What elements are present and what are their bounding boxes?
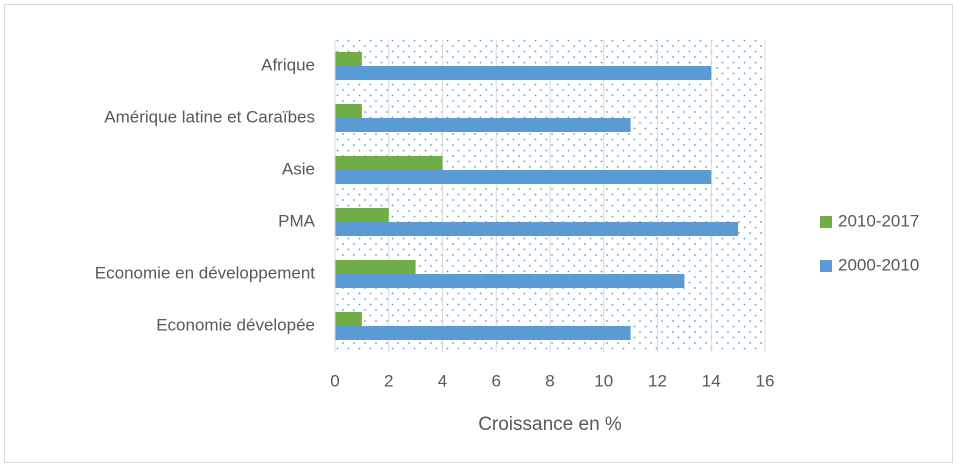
- x-tick-label: 6: [492, 371, 501, 390]
- legend-label: 2010-2017: [838, 211, 919, 230]
- y-tick-label: Afrique: [261, 55, 315, 74]
- bar: [335, 260, 416, 274]
- x-tick-label: 4: [438, 371, 447, 390]
- x-tick-label: 8: [545, 371, 554, 390]
- bar: [335, 222, 739, 236]
- bar: [335, 156, 443, 170]
- x-tick-label: 16: [756, 371, 775, 390]
- bar: [335, 170, 712, 184]
- bar: [335, 208, 389, 222]
- x-tick-label: 2: [384, 371, 393, 390]
- y-tick-label: Economie en développement: [95, 263, 315, 282]
- y-tick-label: PMA: [278, 211, 316, 230]
- y-tick-label: Economie dévelopée: [156, 315, 315, 334]
- bar: [335, 104, 362, 118]
- bar: [335, 312, 362, 326]
- bar: [335, 52, 362, 66]
- legend-label: 2000-2010: [838, 255, 919, 274]
- y-tick-label: Amérique latine et Caraïbes: [104, 107, 315, 126]
- x-tick-label: 12: [648, 371, 667, 390]
- bar: [335, 66, 712, 80]
- bar: [335, 274, 685, 288]
- bar: [335, 118, 631, 132]
- x-tick-label: 14: [702, 371, 721, 390]
- x-tick-label: 0: [330, 371, 339, 390]
- legend-swatch: [820, 260, 832, 272]
- y-tick-label: Asie: [282, 159, 315, 178]
- bar: [335, 326, 631, 340]
- legend-swatch: [820, 216, 832, 228]
- x-tick-label: 10: [594, 371, 613, 390]
- x-axis-label: Croissance en %: [478, 414, 622, 435]
